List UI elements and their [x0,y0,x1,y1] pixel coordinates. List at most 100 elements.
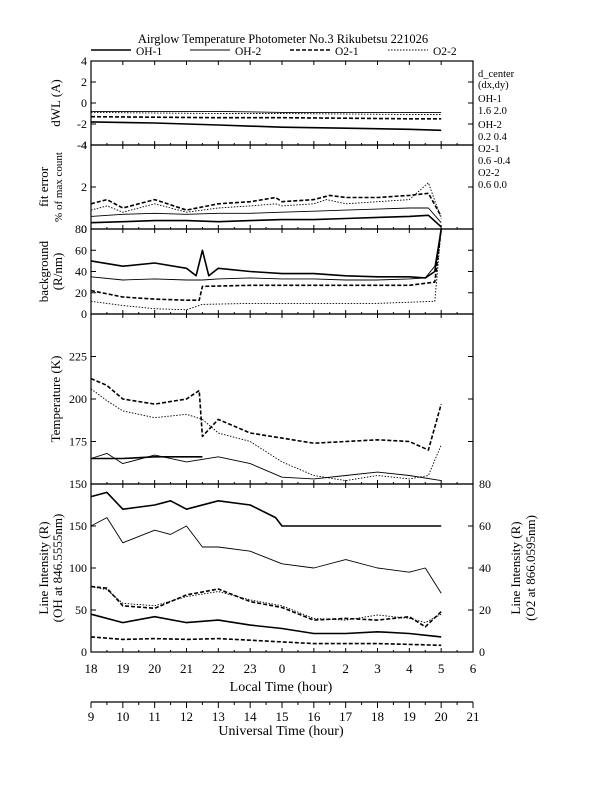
panel-dwl: -4 -2 0 2 4 dWL (A) [48,54,474,152]
y-axis-label-secondary: (R/nm) [50,253,65,291]
series-background-oh-1 [90,228,442,279]
ut-tick-label: 15 [276,709,289,724]
d-center-title: d_center [478,69,515,80]
series-intensity-oh-2 [90,517,442,594]
local-time-axis-label: Local Time (hour) [230,680,333,695]
series-intensity-oh-1 [90,491,442,527]
series-dwl-oh-2 [91,110,442,113]
y-tick-label: 4 [81,138,87,152]
series-temperature-oh-1 [91,455,203,460]
ut-tick-label: 12 [180,709,193,724]
y-tick-label: 150 [69,519,87,533]
ut-tick-label: 17 [339,709,353,724]
y-axis-label: fit error [36,166,51,207]
d-center-value-oh-1: 1.6 2.0 [478,106,507,117]
y-tick-label: 225 [69,350,87,364]
lt-tick-label: 4 [406,661,413,676]
y-tick-label: 40 [75,265,87,279]
lt-tick-label: 22 [212,661,225,676]
y-tick-label: 2 [81,180,87,194]
y2-tick-label: 80 [479,477,491,491]
y-axis-label-secondary: % of max count [53,152,65,222]
y-tick-label: 150 [69,477,87,491]
series-temperature-oh-2 [90,452,442,482]
y2-axis-label: Line Intensity (R) [508,521,523,614]
y-tick-label: 200 [69,392,87,406]
d-center-name-oh-1: OH-1 [478,94,502,105]
series-background-oh-2 [90,228,442,281]
y-tick-label: 2 [81,75,87,89]
lt-tick-label: 1 [311,661,318,676]
d-center-subtitle: (dx,dy) [478,80,509,91]
d-center-name-o2-1: O2-1 [478,144,500,155]
y2-axis-label-secondary: (O2 at 866.0595nm) [523,515,538,621]
y-tick-label: 4 [81,54,87,68]
y-axis-label-secondary: (OH at 846.5555nm) [50,514,65,623]
ut-tick-label: 16 [307,709,321,724]
lt-tick-label: 20 [148,661,161,676]
series-temperature-o2-2 [90,388,442,482]
local-time-axis: 18 19 20 21 22 23 0 1 2 3 4 5 6 [85,661,477,676]
y-tick-label: 80 [75,222,87,236]
panel-fit: 0 2 4 fit error% of max count [36,138,474,236]
y-tick-label: -2 [77,117,87,131]
series-dwl-o2-1 [90,115,442,120]
y-tick-label: -4 [77,138,87,152]
universal-time-axis-label: Universal Time (hour) [218,724,344,739]
panel-temperature: 150 175 200 225 Temperature (K) [48,313,474,491]
series-background-o2-2 [90,228,442,311]
series-intensity-o2-1-low [90,636,442,647]
lt-tick-label: 18 [85,661,98,676]
panel-frame [90,313,474,485]
panel-frame [90,60,474,146]
figure-title: Airglow Temperature Photometer No.3 Riku… [138,32,428,46]
series-fit-oh-1 [90,214,442,228]
y-axis-label: Temperature (K) [48,356,63,443]
y-axis-label: dWL (A) [48,79,63,127]
ut-tick-label: 10 [116,709,129,724]
d-center-name-oh-2: OH-2 [478,120,502,131]
series-dwl-o2-2 [90,111,442,115]
series-background-o2-1 [90,228,442,302]
ut-tick-label: 19 [403,709,416,724]
lt-tick-label: 3 [374,661,381,676]
panels: -4 -2 0 2 4 dWL (A) 0 2 4 fit error% of max count… [36,54,538,659]
y-tick-label: 0 [81,645,87,659]
panel-frame [90,228,474,315]
y2-tick-label: 20 [479,603,491,617]
y-tick-label: 20 [75,286,87,300]
ut-tick-label: 9 [88,709,95,724]
ut-tick-label: 14 [244,709,258,724]
legend-label-oh-1: OH-1 [136,46,162,58]
ut-tick-label: 13 [212,709,225,724]
ut-tick-label: 21 [467,709,480,724]
ut-tick-label: 18 [371,709,384,724]
legend-label-o2-1: O2-1 [335,46,359,58]
ut-tick-label: 20 [435,709,448,724]
lt-tick-label: 23 [244,661,257,676]
legend-label-o2-2: O2-2 [433,46,457,58]
series-fit-o2-1 [90,192,442,217]
d-center-annotation: d_center(dx,dy)OH-11.6 2.0OH-20.2 0.4O2-… [478,69,515,191]
series-intensity-oh-1-low [90,613,442,638]
y-tick-label: 0 [81,96,87,110]
y-tick-label: 100 [69,561,87,575]
series-fit-oh-2 [90,207,442,223]
universal-time-axis: 9 10 11 12 13 14 15 16 17 18 19 20 21 [88,701,480,724]
y2-tick-label: 40 [479,561,491,575]
series-intensity-o2-2 [90,586,442,624]
series-dwl-oh-1 [90,121,442,132]
y-axis-label: background [36,240,51,302]
panel-background: 0 20 40 60 80 background (R/nm) [36,222,474,321]
y-tick-label: 0 [81,222,87,236]
y-tick-label: 175 [69,435,87,449]
y-tick-label: 60 [75,243,87,257]
d-center-value-o2-1: 0.6 -0.4 [478,156,511,167]
lt-tick-label: 6 [470,661,477,676]
y2-tick-label: 60 [479,519,491,533]
legend-label-oh-2: OH-2 [235,46,261,58]
lt-tick-label: 5 [438,661,445,676]
y-axis-label: Line Intensity (R) [36,521,51,614]
